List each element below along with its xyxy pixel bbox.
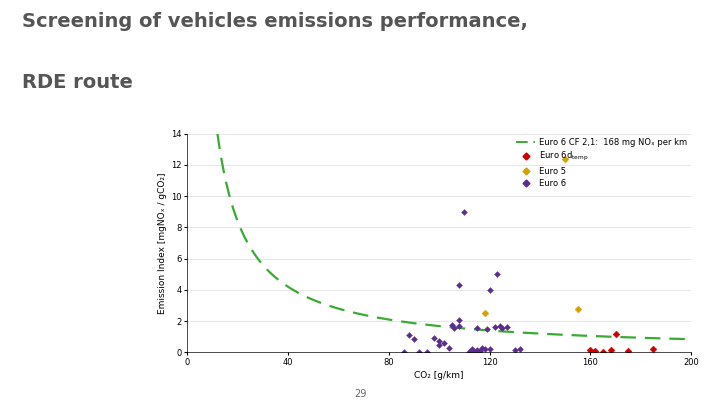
- X-axis label: CO₂ [g/km]: CO₂ [g/km]: [415, 371, 464, 380]
- Legend: Euro 6 CF 2,1:  168 mg NOₓ per km, Euro 6d$_\mathrm{temp}$, Euro 5, Euro 6: Euro 6 CF 2,1: 168 mg NOₓ per km, Euro 6…: [516, 138, 687, 188]
- Text: 29: 29: [354, 389, 366, 399]
- Y-axis label: Emission Index [mgNOₓ / gCO₂]: Emission Index [mgNOₓ / gCO₂]: [158, 172, 167, 314]
- Text: Screening of vehicles emissions performance,: Screening of vehicles emissions performa…: [22, 12, 528, 31]
- Text: RDE route: RDE route: [22, 73, 132, 92]
